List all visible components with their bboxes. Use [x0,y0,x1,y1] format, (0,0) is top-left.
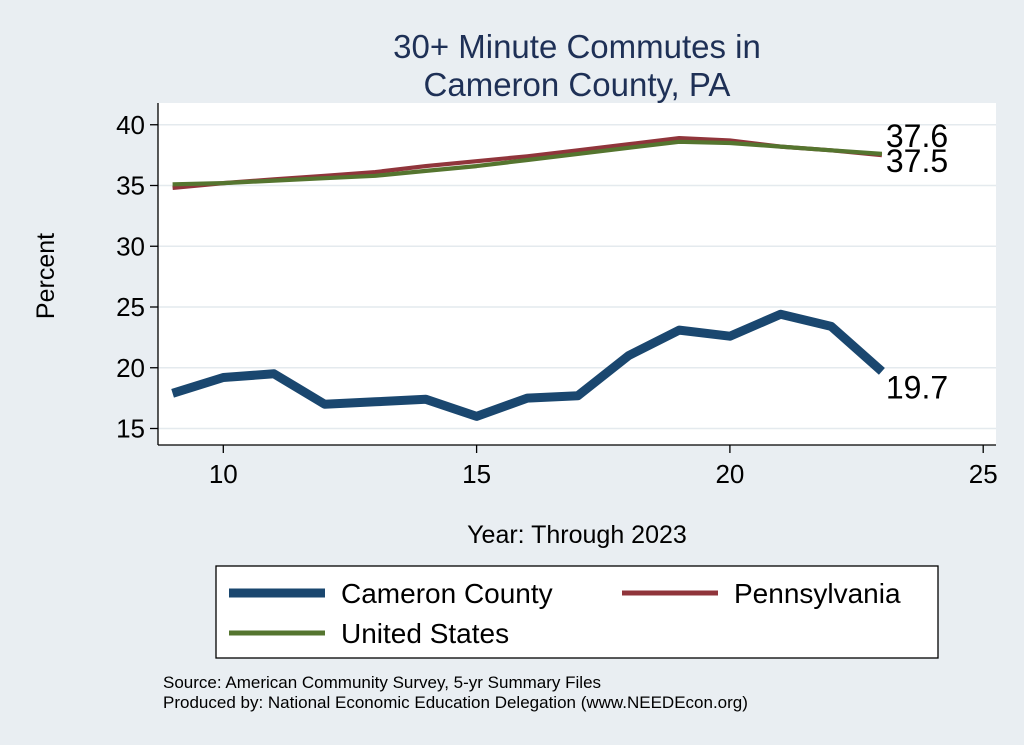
legend: Cameron County Pennsylvania United States [215,565,939,659]
x-tick-label: 25 [969,459,998,489]
y-tick-label: 35 [116,171,145,201]
legend-box [215,565,939,659]
legend-label-pennsylvania: Pennsylvania [734,578,901,609]
end-label-pennsylvania: 37.5 [886,143,948,179]
y-tick-label: 40 [116,110,145,140]
y-tick-label: 20 [116,353,145,383]
y-tick-label: 25 [116,292,145,322]
chart-title-line-2: Cameron County, PA [424,66,731,103]
legend-label-united-states: United States [341,618,509,649]
y-tick-label: 15 [116,414,145,444]
y-axis-title: Percent [32,233,60,319]
legend-label-cameron-county: Cameron County [341,578,553,609]
end-label-united-states: 37.6 [886,118,948,154]
chart-title-line-1: 30+ Minute Commutes in [393,28,761,65]
y-tick-label: 30 [116,231,145,261]
series-line-cameron-county [171,309,885,421]
series-line-united-states [172,139,883,187]
x-tick-label: 20 [715,459,744,489]
producer-note: Produced by: National Economic Education… [163,693,748,712]
source-note: Source: American Community Survey, 5-yr … [163,673,601,692]
x-axis-title: Year: Through 2023 [467,521,687,549]
x-tick-label: 10 [209,459,238,489]
x-tick-label: 15 [462,459,491,489]
end-label-cameron-county: 19.7 [886,369,948,405]
plot-area: 15 20 25 30 35 40 10 15 20 25 19.7 37.537.6 [116,103,998,489]
